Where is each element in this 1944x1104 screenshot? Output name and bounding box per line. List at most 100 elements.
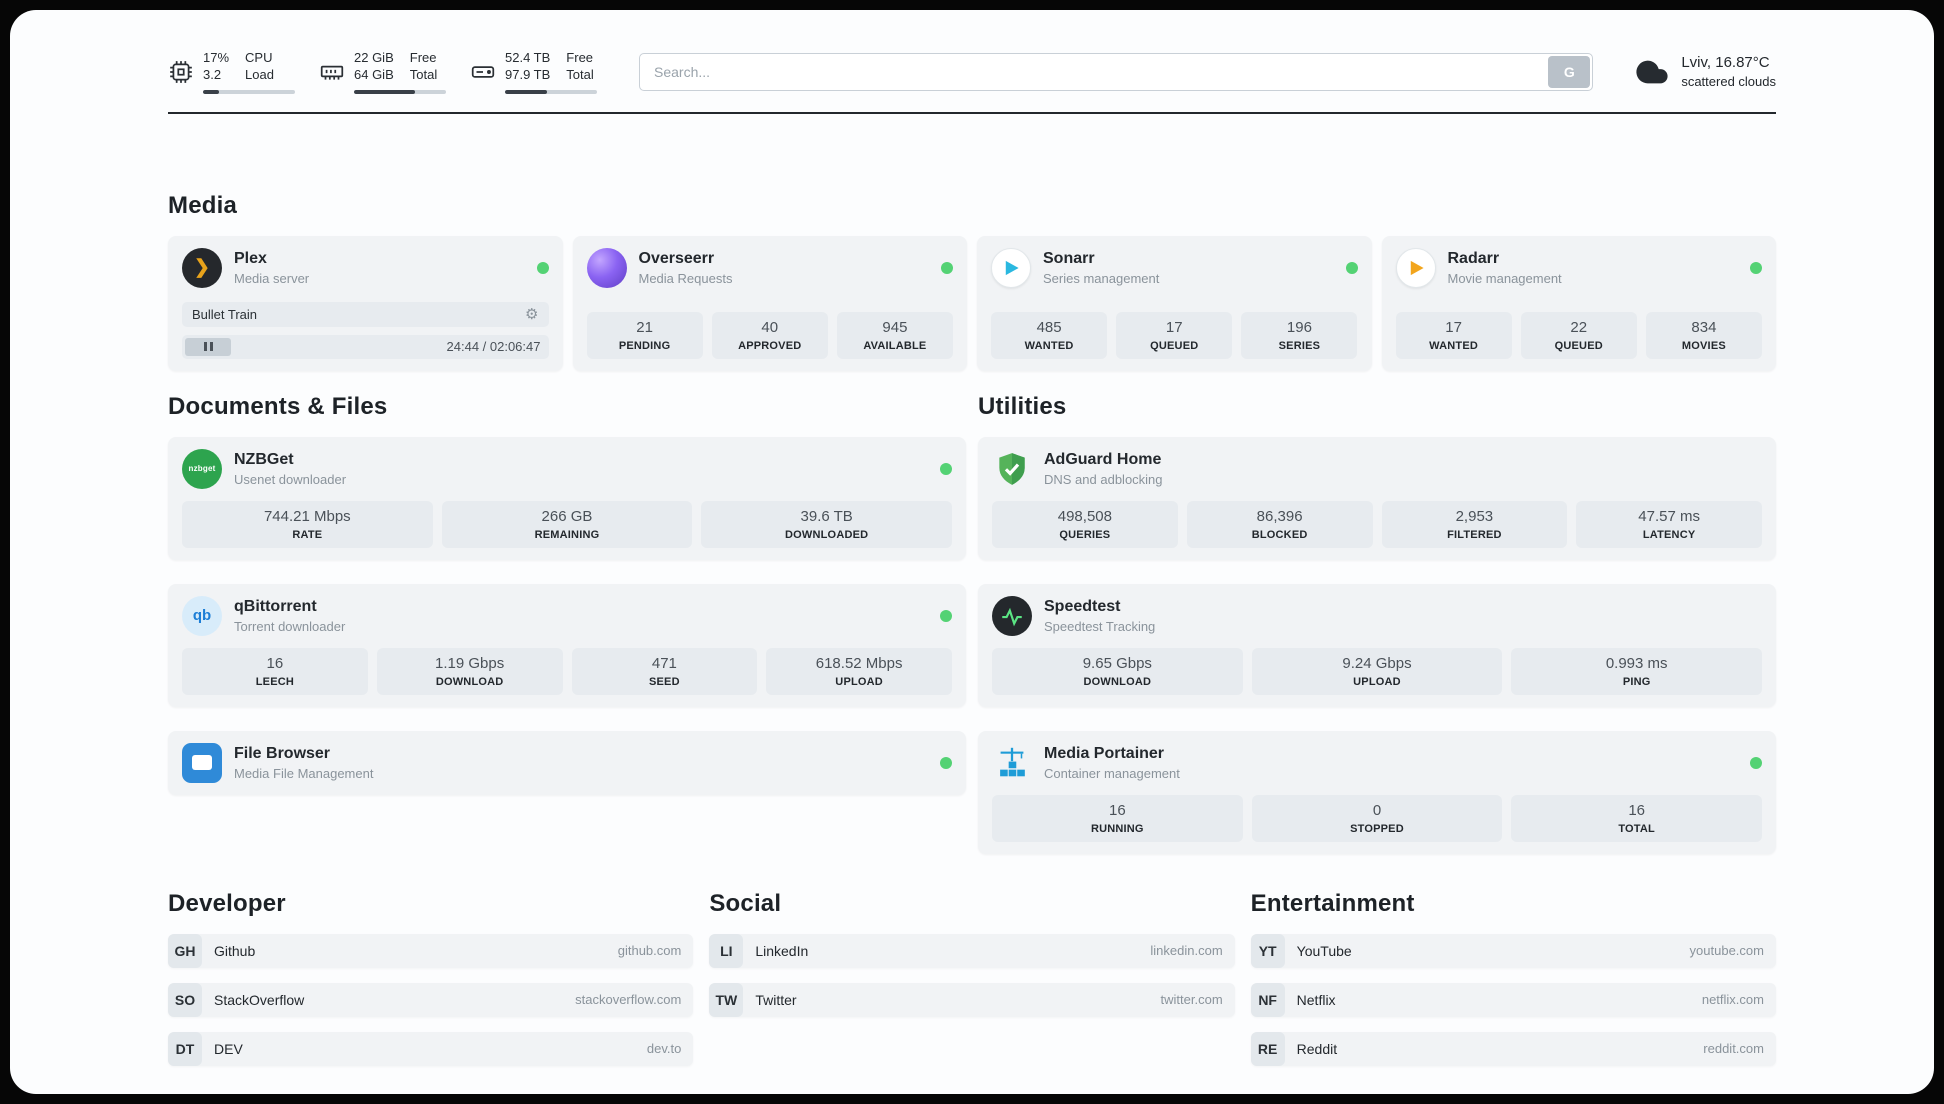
section-heading-media: Media bbox=[168, 191, 238, 219]
search-input[interactable] bbox=[639, 52, 1594, 91]
cloud-icon bbox=[1635, 55, 1669, 89]
stat-box: 9.65 Gbps DOWNLOAD bbox=[992, 647, 1243, 695]
stat-label: RUNNING bbox=[1090, 822, 1144, 835]
stat-label: STOPPED bbox=[1350, 822, 1404, 835]
stat-row: 16 LEECH 1.19 Gbps DOWNLOAD 47 bbox=[182, 647, 952, 695]
app-card-qbittorrent[interactable]: qb qBittorrent Torrent downloader bbox=[168, 583, 966, 707]
bookmark-url: netflix.com bbox=[1701, 992, 1764, 1008]
section-heading-documents: Documents & Files bbox=[168, 392, 388, 420]
stat-box: 196 SERIES bbox=[1241, 311, 1358, 359]
app-title: Radarr bbox=[1447, 250, 1500, 268]
stat-box: 945 AVAILABLE bbox=[836, 311, 953, 359]
bookmark-link[interactable]: RE Reddit reddit.com bbox=[1250, 1031, 1776, 1066]
app-card-filebrowser[interactable]: File Browser Media File Management bbox=[168, 730, 966, 795]
stat-label: PENDING bbox=[618, 339, 671, 352]
top-bar: 17% 3.2 CPU Load bbox=[168, 50, 1776, 94]
app-subtitle: Usenet downloader bbox=[234, 472, 347, 488]
disk-total-value: 97.9 TB bbox=[505, 66, 551, 82]
stat-row: 9.65 Gbps DOWNLOAD 9.24 Gbps UPLOAD bbox=[992, 647, 1762, 695]
bookmark-link[interactable]: NF Netflix netflix.com bbox=[1250, 982, 1776, 1017]
status-dot bbox=[940, 609, 952, 622]
bookmark-abbr: LI bbox=[709, 933, 744, 968]
stat-label: FILTERED bbox=[1447, 528, 1502, 541]
bookmark-link[interactable]: DT DEV dev.to bbox=[168, 1031, 694, 1066]
app-card-overseerr[interactable]: Overseerr Media Requests 21 PENDING bbox=[572, 235, 967, 371]
bookmark-link[interactable]: LI LinkedIn linkedin.com bbox=[709, 933, 1235, 968]
stat-box: 17 WANTED bbox=[1395, 311, 1512, 359]
weather-location: Lviv, 16.87°C bbox=[1681, 54, 1770, 72]
stat-box: 0 STOPPED bbox=[1251, 794, 1503, 842]
stat-row: 744.21 Mbps RATE 266 GB REMAINING bbox=[182, 500, 952, 548]
stat-box: 39.6 TB DOWNLOADED bbox=[701, 500, 952, 548]
weather-widget[interactable]: Lviv, 16.87°C scattered clouds bbox=[1635, 54, 1776, 89]
app-subtitle: Movie management bbox=[1447, 271, 1562, 287]
stat-box: 86,396 BLOCKED bbox=[1186, 500, 1373, 548]
bookmark-link[interactable]: TW Twitter twitter.com bbox=[709, 982, 1235, 1017]
app-card-plex[interactable]: ❯ Plex Media server Bullet Train ⚙ 24:44… bbox=[168, 235, 563, 371]
app-card-adguard[interactable]: AdGuard Home DNS and adblocking 498,508 … bbox=[978, 436, 1776, 560]
app-card-sonarr[interactable]: Sonarr Series management 485 WANTED bbox=[977, 235, 1372, 371]
stat-value: 16 bbox=[1628, 801, 1645, 819]
app-subtitle: Media Requests bbox=[638, 271, 733, 287]
stat-value: 196 bbox=[1286, 318, 1312, 336]
disk-free-value: 52.4 TB bbox=[505, 50, 551, 65]
settings-icon[interactable]: ⚙ bbox=[525, 305, 539, 323]
stat-box: 834 MOVIES bbox=[1645, 311, 1762, 359]
stat-label: WANTED bbox=[1429, 339, 1479, 352]
stat-value: 1.19 Gbps bbox=[435, 654, 505, 672]
documents-column: Documents & Files nzbget NZBGet Usenet d… bbox=[168, 393, 966, 795]
bookmark-link[interactable]: SO StackOverflow stackoverflow.com bbox=[168, 982, 694, 1017]
app-card-portainer[interactable]: Media Portainer Container management 16 … bbox=[978, 730, 1776, 854]
stat-value: 47.57 ms bbox=[1638, 507, 1700, 525]
cpu-monitor: 17% 3.2 CPU Load bbox=[168, 50, 295, 94]
status-dot bbox=[941, 261, 953, 274]
bookmark-link[interactable]: YT YouTube youtube.com bbox=[1250, 933, 1776, 968]
cpu-icon bbox=[168, 59, 194, 85]
stat-value: 498,508 bbox=[1057, 507, 1112, 525]
bookmark-name: StackOverflow bbox=[214, 991, 305, 1008]
bookmarks-column-developer: Developer GH Github github.com SO StackO… bbox=[168, 890, 694, 1066]
dashboard-page: 17% 3.2 CPU Load bbox=[10, 10, 1934, 1094]
section-heading-utilities: Utilities bbox=[978, 392, 1067, 420]
app-title: NZBGet bbox=[234, 451, 294, 469]
bookmark-link[interactable]: GH Github github.com bbox=[168, 933, 694, 968]
stat-label: UPLOAD bbox=[835, 675, 883, 688]
bookmark-name: Github bbox=[214, 942, 256, 959]
bookmark-name: LinkedIn bbox=[755, 942, 809, 959]
disk-icon bbox=[470, 59, 496, 85]
cpu-usage-bar bbox=[203, 89, 295, 94]
now-playing-row: Bullet Train ⚙ bbox=[182, 301, 549, 327]
app-title: Speedtest bbox=[1044, 598, 1121, 616]
utilities-column: Utilities bbox=[978, 393, 1776, 854]
bookmark-url: linkedin.com bbox=[1150, 943, 1223, 959]
app-card-nzbget[interactable]: nzbget NZBGet Usenet downloader bbox=[168, 436, 966, 560]
stat-value: 9.65 Gbps bbox=[1082, 654, 1152, 672]
app-card-speedtest[interactable]: Speedtest Speedtest Tracking 9.65 Gbps D… bbox=[978, 583, 1776, 707]
status-dot bbox=[1750, 261, 1762, 274]
disk-free-label: Free bbox=[566, 50, 594, 65]
app-subtitle: Media File Management bbox=[234, 766, 374, 782]
disk-total-label: Total bbox=[566, 66, 594, 82]
section-heading-social: Social bbox=[709, 889, 782, 917]
stat-label: DOWNLOADED bbox=[785, 528, 869, 541]
stat-value: 0 bbox=[1372, 801, 1382, 819]
bookmarks-column-entertainment: Entertainment YT YouTube youtube.com NF … bbox=[1250, 890, 1776, 1066]
pause-button[interactable] bbox=[185, 337, 231, 356]
bookmark-abbr: SO bbox=[168, 982, 202, 1017]
stat-box: 471 SEED bbox=[571, 647, 758, 695]
cpu-label: CPU bbox=[245, 50, 273, 65]
app-title: Plex bbox=[234, 250, 267, 268]
bookmark-url: stackoverflow.com bbox=[575, 992, 682, 1008]
system-monitors: 17% 3.2 CPU Load bbox=[168, 50, 597, 94]
stat-value: 834 bbox=[1691, 318, 1717, 336]
search-engine-button[interactable]: G bbox=[1548, 55, 1591, 88]
stat-label: SERIES bbox=[1278, 339, 1321, 352]
portainer-icon bbox=[992, 743, 1032, 783]
stat-label: APPROVED bbox=[738, 339, 802, 352]
bookmark-abbr: TW bbox=[709, 982, 744, 1017]
status-dot bbox=[1345, 261, 1358, 274]
status-dot bbox=[536, 261, 549, 274]
app-card-radarr[interactable]: Radarr Movie management 17 WANTED 22 bbox=[1381, 235, 1776, 371]
header-divider bbox=[168, 111, 1776, 114]
media-card-row: ❯ Plex Media server Bullet Train ⚙ 24:44… bbox=[168, 235, 1776, 371]
